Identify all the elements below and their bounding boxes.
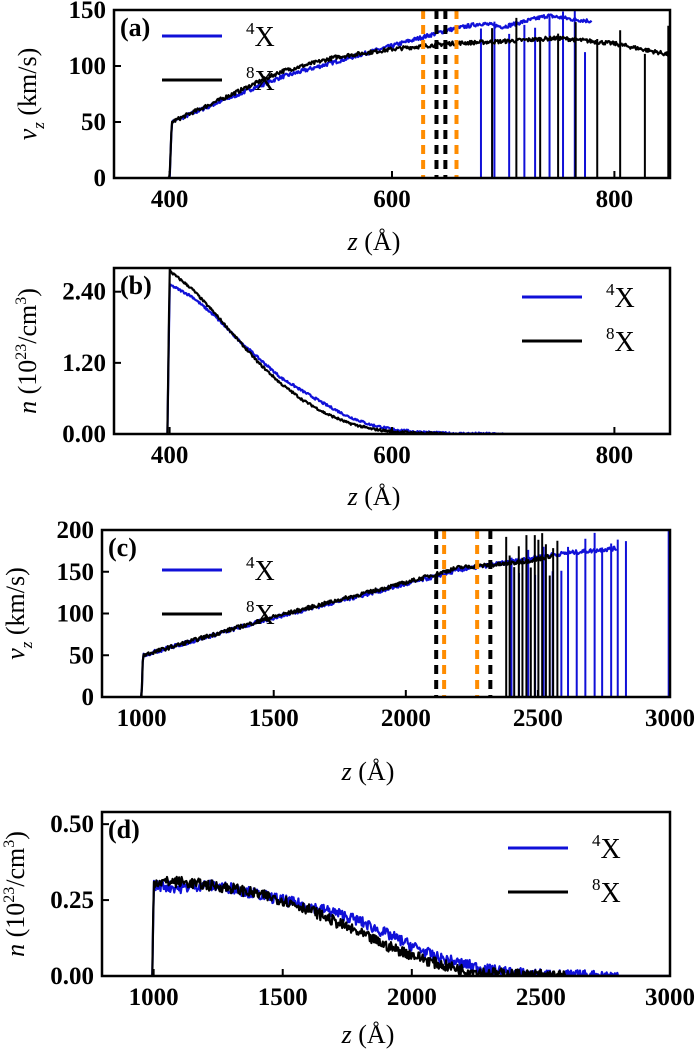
legend-label-8X: 8X xyxy=(606,324,635,358)
x-tick-label: 2000 xyxy=(387,984,437,1011)
x-tick-label: 800 xyxy=(596,442,634,469)
panel-label: (b) xyxy=(120,271,152,300)
legend-label-8X: 8X xyxy=(246,63,275,97)
x-tick-label: 600 xyxy=(373,186,411,213)
series-line-4X xyxy=(166,283,670,434)
y-tick-label: 150 xyxy=(57,559,95,586)
x-tick-label: 3000 xyxy=(645,984,695,1011)
y-tick-label: 0.00 xyxy=(62,421,106,448)
x-axis-label: z (Å) xyxy=(347,227,401,256)
y-tick-label: 100 xyxy=(69,53,107,80)
x-tick-label: 1000 xyxy=(117,705,167,732)
y-tick-label: 1.20 xyxy=(62,350,106,377)
plot-area xyxy=(167,10,670,178)
y-tick-label: 0 xyxy=(94,165,107,192)
panel-1: 400 600 800 0 50 100 150 (a) z (Å) vz (km/s) 4X 8X xyxy=(13,0,672,256)
plot-area xyxy=(140,530,670,697)
x-tick-label: 1500 xyxy=(258,984,308,1011)
plot-frame xyxy=(100,810,672,978)
series-line-8X xyxy=(167,34,670,178)
x-axis-label: z (Å) xyxy=(341,757,395,786)
x-tick-label: 1000 xyxy=(129,984,179,1011)
y-tick-label: 100 xyxy=(57,601,95,628)
y-axis-label: n (1023/cm3) xyxy=(13,288,42,414)
series-line-8X xyxy=(151,875,670,976)
y-tick-label: 0.50 xyxy=(50,811,94,838)
plot-area xyxy=(166,268,670,434)
x-tick-label: 400 xyxy=(151,442,189,469)
x-tick-label: 600 xyxy=(373,442,411,469)
x-tick-label: 2500 xyxy=(516,984,566,1011)
legend-label-8X: 8X xyxy=(592,875,621,909)
y-tick-label: 0 xyxy=(82,684,95,711)
x-tick-label: 2000 xyxy=(381,705,431,732)
legend-label-8X: 8X xyxy=(246,597,275,631)
x-tick-label: 3000 xyxy=(645,705,695,732)
x-tick-label: 2500 xyxy=(513,705,563,732)
y-axis-label: n (1023/cm3) xyxy=(1,831,30,957)
series-line-4X xyxy=(151,879,670,976)
y-tick-label: 50 xyxy=(81,109,106,136)
panel-label: (a) xyxy=(120,13,150,42)
y-axis-label: vz (km/s) xyxy=(13,48,48,141)
legend-label-4X: 4X xyxy=(246,19,275,53)
y-tick-label: 50 xyxy=(69,642,94,669)
panel-4: 1000 1500 2000 2500 3000 0.00 0.25 0.50 (d) z (Å)… xyxy=(1,810,695,1049)
x-tick-label: 1500 xyxy=(249,705,299,732)
x-tick-label: 800 xyxy=(596,186,634,213)
x-axis-label: z (Å) xyxy=(347,482,401,511)
legend-label-4X: 4X xyxy=(246,553,275,587)
series-line-4X xyxy=(167,13,593,178)
x-axis-label: z (Å) xyxy=(341,1020,395,1049)
plot-area xyxy=(151,875,670,976)
panel-label: (c) xyxy=(108,533,137,562)
panel-label: (d) xyxy=(108,815,140,844)
series-line-8X xyxy=(140,553,555,697)
y-tick-label: 200 xyxy=(57,517,95,544)
panel-3: 1000 1500 2000 2500 3000 0 50 100 150 200 (c) z (Å)… xyxy=(1,517,695,786)
legend-label-4X: 4X xyxy=(606,280,635,314)
y-tick-label: 0.00 xyxy=(50,963,94,990)
y-tick-label: 2.40 xyxy=(62,279,106,306)
x-tick-label: 400 xyxy=(151,186,189,213)
y-tick-label: 150 xyxy=(69,0,107,24)
series-line-8X xyxy=(166,268,670,434)
y-tick-label: 0.25 xyxy=(50,887,94,914)
legend-label-4X: 4X xyxy=(592,831,621,865)
y-axis-label: vz (km/s) xyxy=(1,567,36,660)
panel-2: 400 600 800 0.00 1.20 2.40 (b) z (Å) n (1023/cm3… xyxy=(13,266,672,511)
